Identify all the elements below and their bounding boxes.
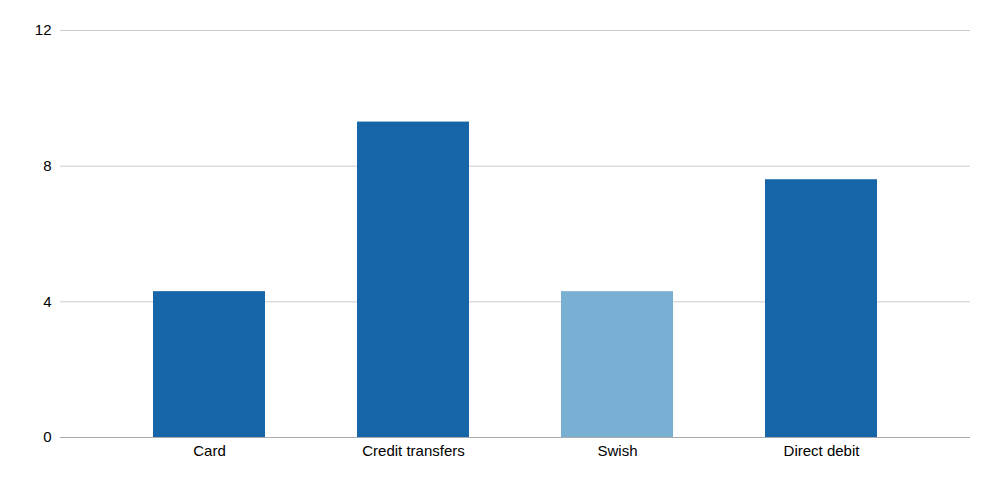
svg-text:0: 0 — [43, 428, 51, 445]
svg-text:Direct debit: Direct debit — [784, 442, 861, 459]
svg-text:4: 4 — [43, 293, 51, 310]
svg-text:12: 12 — [35, 21, 52, 38]
svg-text:Swish: Swish — [597, 442, 637, 459]
svg-text:Card: Card — [193, 442, 226, 459]
svg-text:Credit transfers: Credit transfers — [362, 442, 465, 459]
svg-text:8: 8 — [43, 157, 51, 174]
